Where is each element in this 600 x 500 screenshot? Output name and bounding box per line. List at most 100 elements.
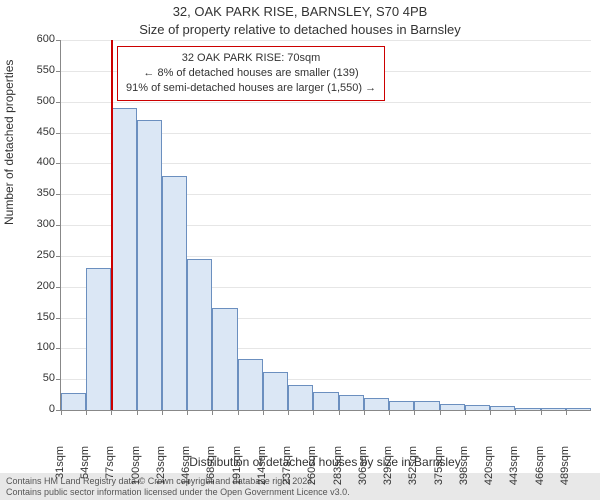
histogram-bar xyxy=(86,268,111,410)
x-tick-mark xyxy=(111,410,112,415)
x-tick-label: 329sqm xyxy=(382,446,394,496)
reference-line xyxy=(111,40,113,410)
y-tick-label: 250 xyxy=(15,249,55,261)
x-tick-mark xyxy=(465,410,466,415)
histogram-bar xyxy=(61,393,86,410)
y-tick-label: 200 xyxy=(15,280,55,292)
x-tick-mark xyxy=(364,410,365,415)
histogram-bar xyxy=(137,120,162,410)
y-tick-mark xyxy=(56,102,61,103)
x-tick-mark xyxy=(389,410,390,415)
y-tick-label: 500 xyxy=(15,95,55,107)
x-tick-mark xyxy=(263,410,264,415)
x-tick-mark xyxy=(440,410,441,415)
y-tick-label: 550 xyxy=(15,64,55,76)
x-tick-mark xyxy=(288,410,289,415)
y-tick-mark xyxy=(56,71,61,72)
annotation-line: 91% of semi-detached houses are larger (… xyxy=(126,81,376,96)
histogram-bar xyxy=(389,401,414,410)
x-tick-label: 420sqm xyxy=(483,446,495,496)
histogram-bar xyxy=(288,385,313,410)
annotation-line: 32 OAK PARK RISE: 70sqm xyxy=(126,51,376,66)
footer-line2: Contains public sector information licen… xyxy=(6,487,594,498)
y-tick-label: 350 xyxy=(15,187,55,199)
histogram-bar xyxy=(111,108,136,410)
x-tick-mark xyxy=(137,410,138,415)
y-tick-label: 300 xyxy=(15,218,55,230)
x-tick-label: 283sqm xyxy=(332,446,344,496)
x-tick-mark xyxy=(541,410,542,415)
y-tick-label: 0 xyxy=(15,403,55,415)
histogram-bar xyxy=(515,408,540,410)
x-tick-label: 100sqm xyxy=(130,446,142,496)
page-title-line2: Size of property relative to detached ho… xyxy=(0,22,600,37)
x-tick-label: 398sqm xyxy=(458,446,470,496)
y-tick-mark xyxy=(56,287,61,288)
x-tick-label: 489sqm xyxy=(559,446,571,496)
y-tick-label: 400 xyxy=(15,156,55,168)
histogram-bar xyxy=(465,405,490,410)
histogram-bar xyxy=(238,359,263,410)
y-tick-mark xyxy=(56,163,61,164)
y-tick-label: 150 xyxy=(15,311,55,323)
histogram-bar xyxy=(313,392,338,411)
y-tick-label: 600 xyxy=(15,33,55,45)
x-tick-mark xyxy=(490,410,491,415)
y-tick-label: 100 xyxy=(15,341,55,353)
histogram-bar xyxy=(364,398,389,410)
footer-line1: Contains HM Land Registry data © Crown c… xyxy=(6,476,594,487)
x-tick-mark xyxy=(212,410,213,415)
x-tick-mark xyxy=(515,410,516,415)
y-tick-label: 450 xyxy=(15,126,55,138)
x-tick-mark xyxy=(238,410,239,415)
histogram-bar xyxy=(212,308,237,410)
x-tick-label: 214sqm xyxy=(256,446,268,496)
x-tick-mark xyxy=(187,410,188,415)
y-tick-mark xyxy=(56,133,61,134)
histogram-bar xyxy=(263,372,288,410)
x-tick-mark xyxy=(566,410,567,415)
x-tick-mark xyxy=(86,410,87,415)
y-tick-mark xyxy=(56,256,61,257)
histogram-bar xyxy=(541,408,566,410)
x-tick-label: 123sqm xyxy=(155,446,167,496)
x-tick-label: 77sqm xyxy=(104,446,116,496)
x-tick-label: 260sqm xyxy=(306,446,318,496)
histogram-bar xyxy=(490,406,515,410)
x-tick-label: 306sqm xyxy=(357,446,369,496)
x-tick-mark xyxy=(414,410,415,415)
x-tick-label: 466sqm xyxy=(534,446,546,496)
x-tick-label: 237sqm xyxy=(281,446,293,496)
y-tick-mark xyxy=(56,194,61,195)
y-tick-label: 50 xyxy=(15,372,55,384)
gridline xyxy=(61,102,591,103)
x-tick-mark xyxy=(162,410,163,415)
x-tick-label: 146sqm xyxy=(180,446,192,496)
y-tick-mark xyxy=(56,379,61,380)
histogram-bar xyxy=(440,404,465,410)
y-tick-mark xyxy=(56,318,61,319)
page-title-line1: 32, OAK PARK RISE, BARNSLEY, S70 4PB xyxy=(0,4,600,19)
y-axis-label: Number of detached properties xyxy=(2,60,16,225)
x-tick-label: 54sqm xyxy=(79,446,91,496)
x-tick-mark xyxy=(339,410,340,415)
annotation-line: ← 8% of detached houses are smaller (139… xyxy=(126,66,376,81)
x-tick-label: 375sqm xyxy=(433,446,445,496)
y-tick-mark xyxy=(56,40,61,41)
histogram-plot-area: 32 OAK PARK RISE: 70sqm← 8% of detached … xyxy=(60,40,591,411)
histogram-bar xyxy=(339,395,364,410)
x-tick-label: 443sqm xyxy=(508,446,520,496)
y-tick-mark xyxy=(56,225,61,226)
histogram-bar xyxy=(566,408,591,410)
histogram-bar xyxy=(187,259,212,410)
gridline xyxy=(61,40,591,41)
annotation-box: 32 OAK PARK RISE: 70sqm← 8% of detached … xyxy=(117,46,385,101)
x-tick-label: 352sqm xyxy=(407,446,419,496)
histogram-bar xyxy=(162,176,187,410)
x-tick-label: 168sqm xyxy=(205,446,217,496)
x-tick-label: 191sqm xyxy=(231,446,243,496)
y-tick-mark xyxy=(56,348,61,349)
x-tick-label: 31sqm xyxy=(54,446,66,496)
x-tick-mark xyxy=(313,410,314,415)
x-tick-mark xyxy=(61,410,62,415)
